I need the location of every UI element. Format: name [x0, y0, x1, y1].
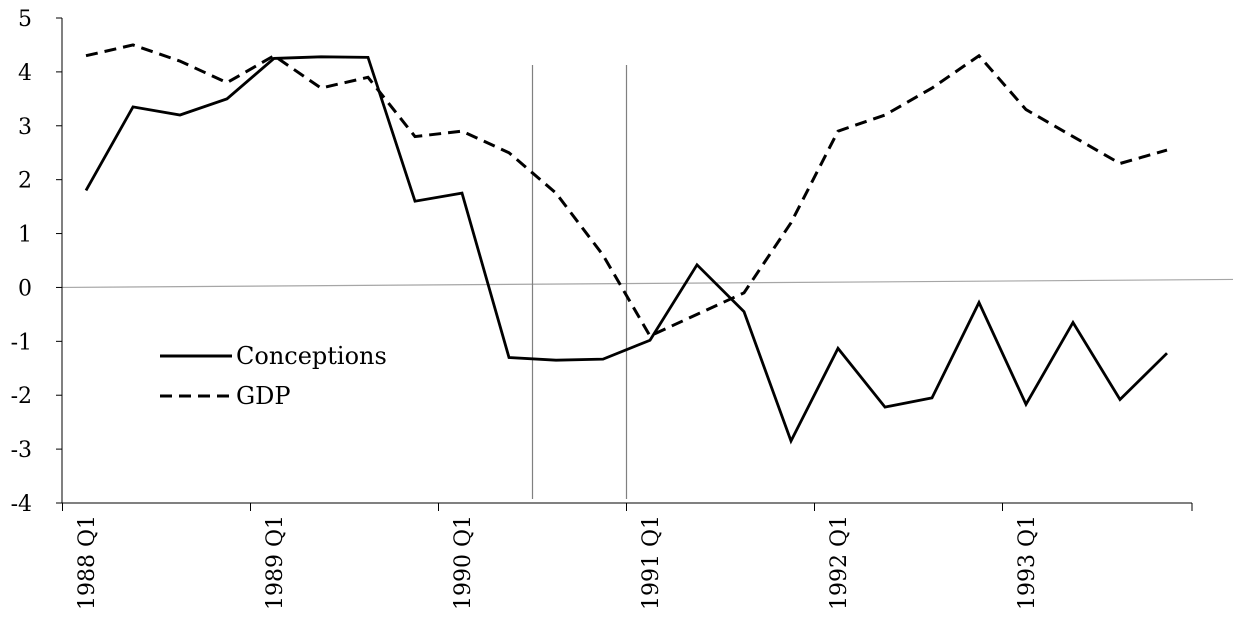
legend-label-gdp: GDP — [236, 382, 291, 410]
axes — [56, 17, 1193, 511]
y-tick-labels: -4 -3 -2 -1 0 1 2 3 4 5 — [11, 7, 32, 517]
legend-label-conceptions: Conceptions — [236, 342, 387, 370]
series-line-conceptions — [84, 55, 1168, 445]
series — [84, 43, 1168, 445]
zero-baseline — [61, 278, 1233, 289]
y-tick-label: 0 — [18, 276, 32, 301]
x-tick-label: 1993 Q1 — [1015, 515, 1040, 610]
x-tick-label: 1988 Q1 — [75, 515, 100, 610]
x-tick-label: 1992 Q1 — [827, 515, 852, 610]
reference-lines — [531, 65, 628, 499]
series-line-gdp — [85, 43, 1168, 338]
y-tick-label: -1 — [11, 330, 32, 355]
y-tick-label: 5 — [18, 7, 32, 32]
y-tick-label: -2 — [11, 384, 32, 409]
x-tick-label: 1990 Q1 — [451, 515, 476, 610]
y-tick-label: -3 — [11, 438, 32, 463]
x-tick-labels: 1988 Q1 1989 Q1 1990 Q1 1991 Q1 1992 Q1 1993 … — [75, 515, 1040, 610]
y-tick-label: 4 — [18, 61, 32, 86]
y-tick-label: 1 — [18, 223, 32, 248]
zero-line — [61, 278, 1233, 289]
y-tick-label: 2 — [18, 169, 32, 194]
legend: Conceptions GDP — [160, 342, 387, 410]
x-tick-label: 1989 Q1 — [263, 515, 288, 610]
x-tick-label: 1991 Q1 — [639, 515, 664, 610]
y-tick-label: 3 — [18, 115, 32, 140]
y-tick-label: -4 — [11, 492, 32, 517]
